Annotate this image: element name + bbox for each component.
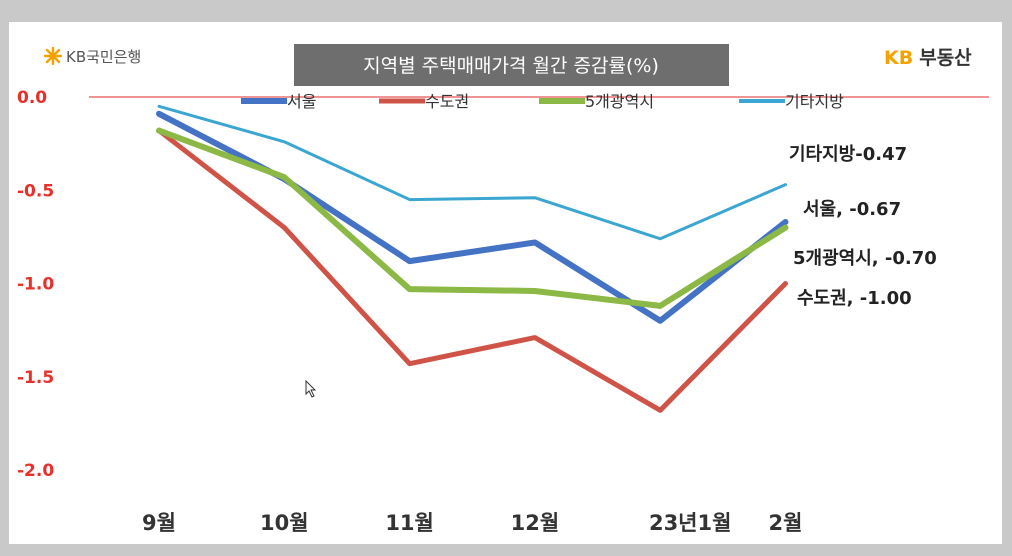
end-label: 수도권, -1.00 bbox=[797, 288, 912, 309]
y-tick-label: -1.5 bbox=[17, 368, 54, 388]
y-axis-ticks: 0.0 -0.5 -1.0 -1.5 -2.0 bbox=[17, 88, 54, 481]
kb-realestate-logo-kb: KB bbox=[884, 47, 913, 69]
series-lines bbox=[156, 104, 789, 413]
mouse-cursor-icon bbox=[305, 379, 317, 398]
x-tick-label: 11월 bbox=[385, 511, 434, 535]
y-tick-label: 0.0 bbox=[17, 88, 47, 108]
legend-label: 5개광역시 bbox=[585, 92, 654, 111]
chart-frame: KB국민은행 지역별 주택매매가격 월간 증감률(%) KB 부동산 0.0 -0.… bbox=[9, 22, 1002, 544]
x-tick-label: 2월 bbox=[769, 511, 803, 535]
legend-label: 수도권 bbox=[425, 92, 469, 111]
y-tick-label: -0.5 bbox=[17, 181, 54, 201]
end-label: 기타지방-0.47 bbox=[789, 144, 907, 165]
legend-label: 기타지방 bbox=[785, 92, 844, 111]
x-tick-label: 10월 bbox=[260, 511, 309, 535]
kb-star-icon bbox=[43, 46, 63, 66]
end-labels: 기타지방-0.47 서울, -0.67 5개광역시, -0.70 수도권, -1.00 bbox=[789, 144, 937, 309]
series-line-3 bbox=[156, 127, 789, 309]
x-tick-label: 23년1월 bbox=[649, 511, 731, 535]
chart-svg: KB국민은행 지역별 주택매매가격 월간 증감률(%) KB 부동산 0.0 -0.… bbox=[17, 44, 989, 535]
end-label: 서울, -0.67 bbox=[803, 199, 901, 220]
end-label: 5개광역시, -0.70 bbox=[793, 248, 937, 269]
series-line-4 bbox=[157, 104, 787, 241]
chart-title: 지역별 주택매매가격 월간 증감률(%) bbox=[363, 55, 659, 77]
kb-realestate-logo: KB 부동산 bbox=[884, 47, 972, 69]
kb-bank-logo-text: KB국민은행 bbox=[66, 48, 141, 66]
x-tick-label: 9월 bbox=[142, 511, 176, 535]
x-tick-label: 12월 bbox=[511, 511, 560, 535]
y-tick-label: -2.0 bbox=[17, 461, 54, 481]
y-tick-label: -1.0 bbox=[17, 275, 54, 295]
series-line-2 bbox=[156, 128, 788, 413]
legend: 서울 수도권 5개광역시 기타지방 bbox=[241, 92, 844, 111]
legend-label: 서울 bbox=[287, 92, 316, 111]
kb-realestate-logo-text: 부동산 bbox=[919, 47, 972, 69]
title-box bbox=[294, 44, 729, 86]
x-axis-ticks: 9월 10월 11월 12월 23년1월 2월 bbox=[142, 511, 802, 535]
